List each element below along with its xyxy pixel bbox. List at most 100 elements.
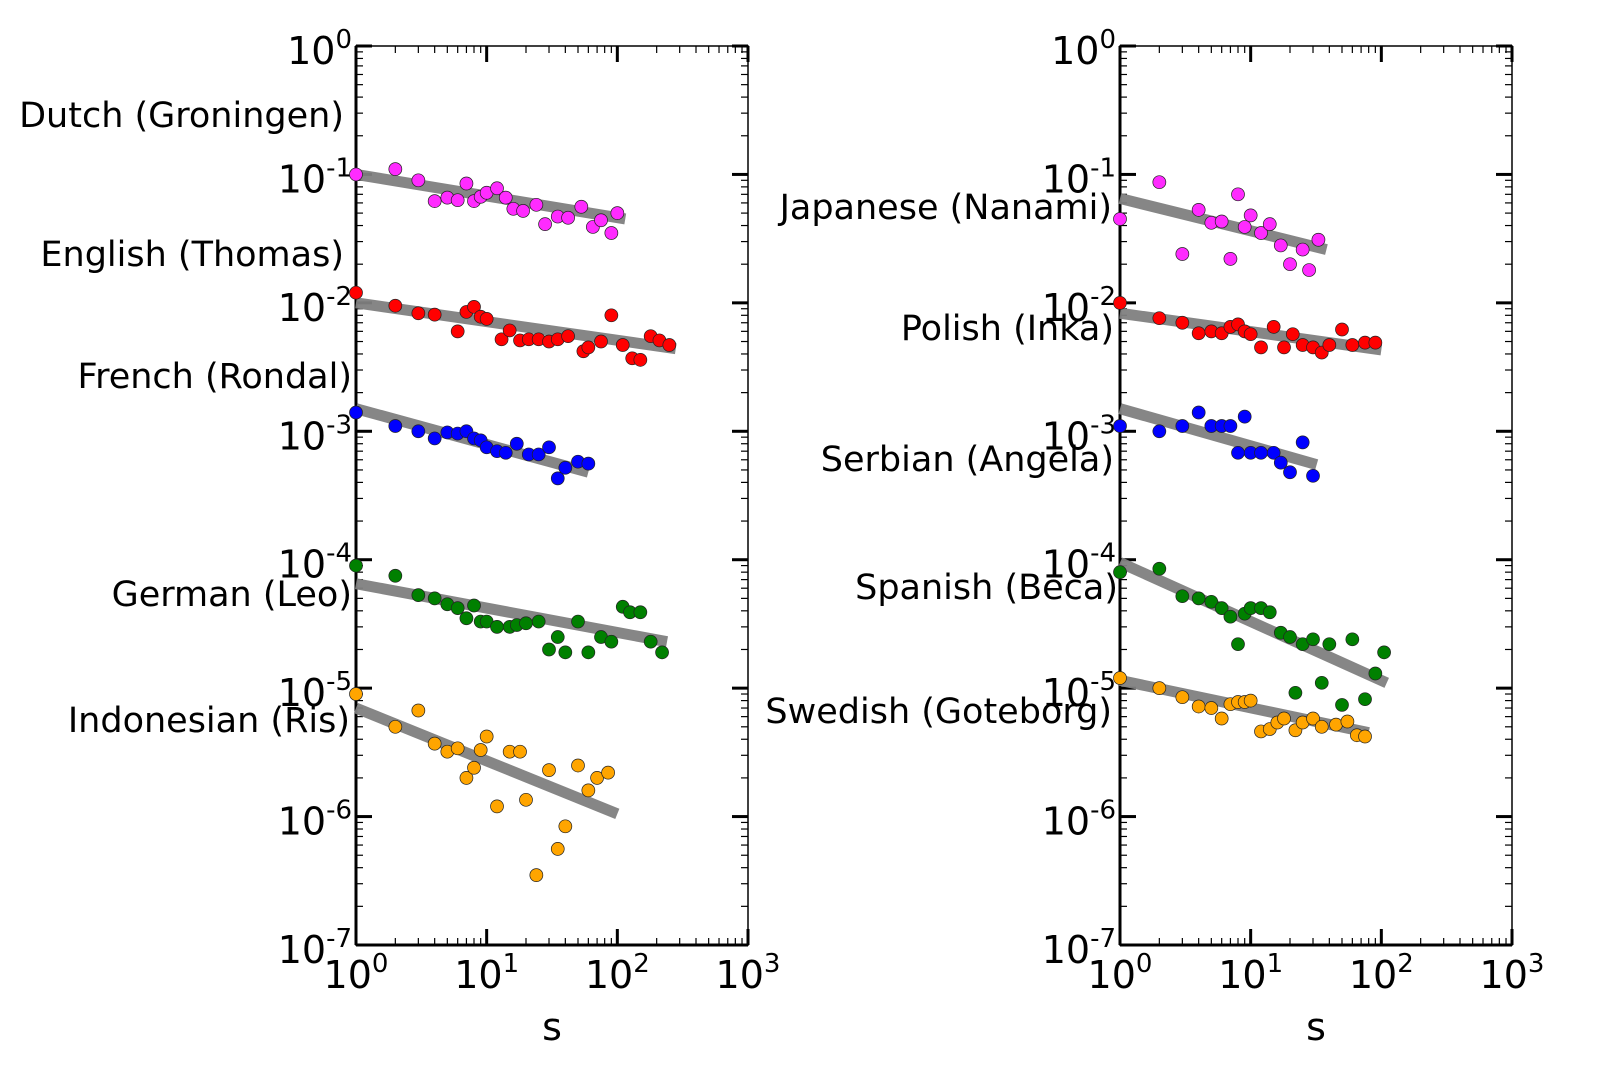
data-point — [558, 460, 573, 475]
data-point — [349, 405, 363, 420]
y-tick-label: 10-4 — [278, 539, 352, 587]
chart-panel-right: 100 101 102 10310010-110-210-310-410-510-61… — [765, 25, 1544, 1049]
fit-line — [1118, 403, 1319, 470]
data-point — [604, 634, 619, 649]
x-tick-base: 10 — [1218, 953, 1266, 997]
y-tick-base: 10 — [278, 800, 326, 844]
x-tick-exponent: 3 — [1528, 949, 1545, 979]
data-point — [615, 338, 630, 352]
series-label: Japanese (Nanami) — [778, 188, 1112, 228]
series-japanese-nanami: Japanese (Nanami) — [778, 175, 1328, 277]
y-tick-label: 10-7 — [1042, 924, 1116, 972]
data-point — [1283, 630, 1297, 644]
data-point — [1295, 242, 1310, 257]
data-point — [411, 703, 426, 718]
chart-panel-left: 100 101 102 10310010-110-210-310-410-510-61… — [19, 25, 780, 1049]
data-point — [1311, 232, 1326, 247]
data-point — [467, 760, 481, 775]
series-label: French (Rondal) — [77, 357, 352, 397]
y-tick-label: 10-7 — [278, 924, 352, 972]
data-point — [594, 334, 608, 349]
data-point — [1237, 409, 1252, 424]
data-point — [1335, 322, 1349, 337]
data-point — [509, 436, 524, 451]
data-point — [1377, 645, 1391, 660]
x-tick-label: 101 — [1218, 949, 1283, 997]
data-point — [581, 456, 596, 471]
y-tick-label: 10-6 — [278, 796, 352, 844]
series-label: Polish (Inka) — [901, 309, 1114, 349]
data-point — [558, 819, 573, 834]
data-point — [550, 630, 565, 644]
data-point — [450, 741, 465, 756]
data-point — [542, 440, 556, 455]
x-tick-exponent: 1 — [1267, 949, 1284, 979]
data-point — [388, 568, 403, 583]
y-tick-exponent: -7 — [1090, 924, 1116, 954]
data-point — [1340, 714, 1355, 729]
data-point — [1175, 690, 1190, 705]
data-point — [1204, 594, 1219, 609]
data-point — [558, 645, 573, 660]
data-point — [1113, 565, 1127, 580]
y-tick-label: 10-3 — [278, 410, 352, 458]
data-point — [459, 771, 474, 785]
y-tick-exponent: 0 — [1099, 25, 1116, 55]
data-point — [349, 558, 363, 573]
data-point — [467, 598, 481, 613]
y-tick-exponent: 0 — [335, 25, 352, 55]
data-point — [1288, 685, 1303, 700]
data-point — [1223, 419, 1238, 433]
data-point — [1295, 435, 1310, 450]
data-point — [1152, 681, 1167, 695]
data-point — [1262, 605, 1277, 620]
data-point — [1358, 692, 1372, 707]
data-point — [1152, 561, 1167, 576]
series-spanish-beca: Spanish (Beca) — [855, 557, 1391, 712]
data-point — [1223, 609, 1238, 624]
data-point — [427, 736, 442, 751]
data-point — [490, 799, 504, 814]
x-axis-label: s — [1306, 1005, 1326, 1049]
x-tick-exponent: 2 — [633, 949, 650, 979]
y-tick-label: 10-5 — [1042, 667, 1116, 715]
data-point — [479, 729, 494, 744]
data-point — [531, 614, 546, 629]
data-point — [502, 323, 517, 338]
data-point — [450, 193, 465, 208]
data-point — [581, 340, 596, 355]
data-point — [1273, 238, 1288, 253]
data-point — [1243, 693, 1258, 708]
data-point — [427, 194, 442, 208]
x-tick-exponent: 1 — [503, 949, 520, 979]
data-point — [542, 763, 556, 777]
data-point — [529, 197, 544, 212]
data-point — [411, 173, 426, 188]
data-point — [411, 424, 426, 439]
series-indonesian-ris: Indonesian (Ris) — [68, 687, 620, 882]
data-point — [1266, 445, 1281, 460]
data-point — [1214, 214, 1229, 229]
data-point — [531, 447, 546, 462]
data-point — [1314, 675, 1329, 690]
data-point — [450, 601, 465, 615]
data-point — [1191, 591, 1206, 606]
x-tick-exponent: 3 — [764, 949, 781, 979]
data-point — [427, 307, 442, 322]
y-tick-label: 10-5 — [278, 667, 352, 715]
x-tick-exponent: 0 — [1136, 949, 1153, 979]
data-point — [1231, 187, 1245, 202]
y-tick-exponent: -3 — [326, 410, 352, 440]
x-tick-label: 103 — [1480, 949, 1545, 997]
data-point — [1277, 340, 1291, 355]
data-point — [1335, 698, 1349, 712]
data-point — [1254, 340, 1268, 355]
y-tick-exponent: -4 — [326, 539, 352, 569]
series-label: Swedish (Goteborg) — [765, 692, 1112, 732]
data-point — [459, 611, 474, 626]
data-point — [1262, 217, 1277, 232]
data-point — [1175, 315, 1190, 330]
x-tick-base: 10 — [1480, 953, 1528, 997]
x-tick-label: 100 — [324, 949, 389, 997]
